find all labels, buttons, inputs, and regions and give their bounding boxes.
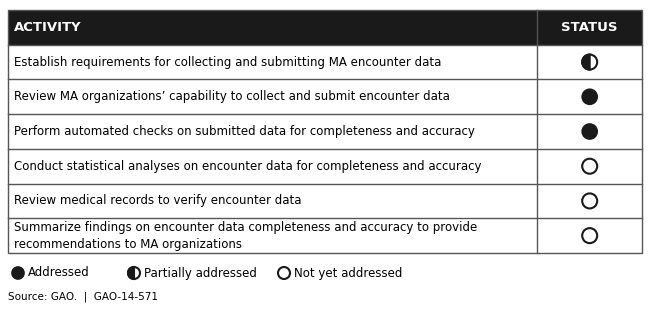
Circle shape <box>582 55 597 70</box>
Polygon shape <box>8 45 642 79</box>
Wedge shape <box>128 267 134 279</box>
Polygon shape <box>8 218 642 253</box>
Text: Source: GAO.  |  GAO-14-571: Source: GAO. | GAO-14-571 <box>8 291 158 302</box>
Text: Perform automated checks on submitted data for completeness and accuracy: Perform automated checks on submitted da… <box>14 125 475 138</box>
Text: ACTIVITY: ACTIVITY <box>14 21 82 34</box>
Polygon shape <box>8 184 642 218</box>
Polygon shape <box>8 79 642 114</box>
Circle shape <box>582 193 597 208</box>
Text: Conduct statistical analyses on encounter data for completeness and accuracy: Conduct statistical analyses on encounte… <box>14 160 482 173</box>
Text: Partially addressed: Partially addressed <box>144 266 257 280</box>
Text: Not yet addressed: Not yet addressed <box>294 266 402 280</box>
Text: Summarize findings on encounter data completeness and accuracy to provide
recomm: Summarize findings on encounter data com… <box>14 221 477 251</box>
Text: Review medical records to verify encounter data: Review medical records to verify encount… <box>14 194 302 207</box>
Circle shape <box>582 159 597 174</box>
Text: STATUS: STATUS <box>562 21 618 34</box>
Polygon shape <box>8 149 642 184</box>
Circle shape <box>128 267 140 279</box>
Text: Establish requirements for collecting and submitting MA encounter data: Establish requirements for collecting an… <box>14 56 441 69</box>
Text: Review MA organizations’ capability to collect and submit encounter data: Review MA organizations’ capability to c… <box>14 90 450 103</box>
Polygon shape <box>8 114 642 149</box>
Text: Addressed: Addressed <box>28 266 90 280</box>
Circle shape <box>12 267 24 279</box>
Circle shape <box>278 267 290 279</box>
Circle shape <box>582 124 597 139</box>
Wedge shape <box>582 55 590 70</box>
Circle shape <box>582 228 597 243</box>
Polygon shape <box>8 10 642 45</box>
Circle shape <box>582 89 597 104</box>
